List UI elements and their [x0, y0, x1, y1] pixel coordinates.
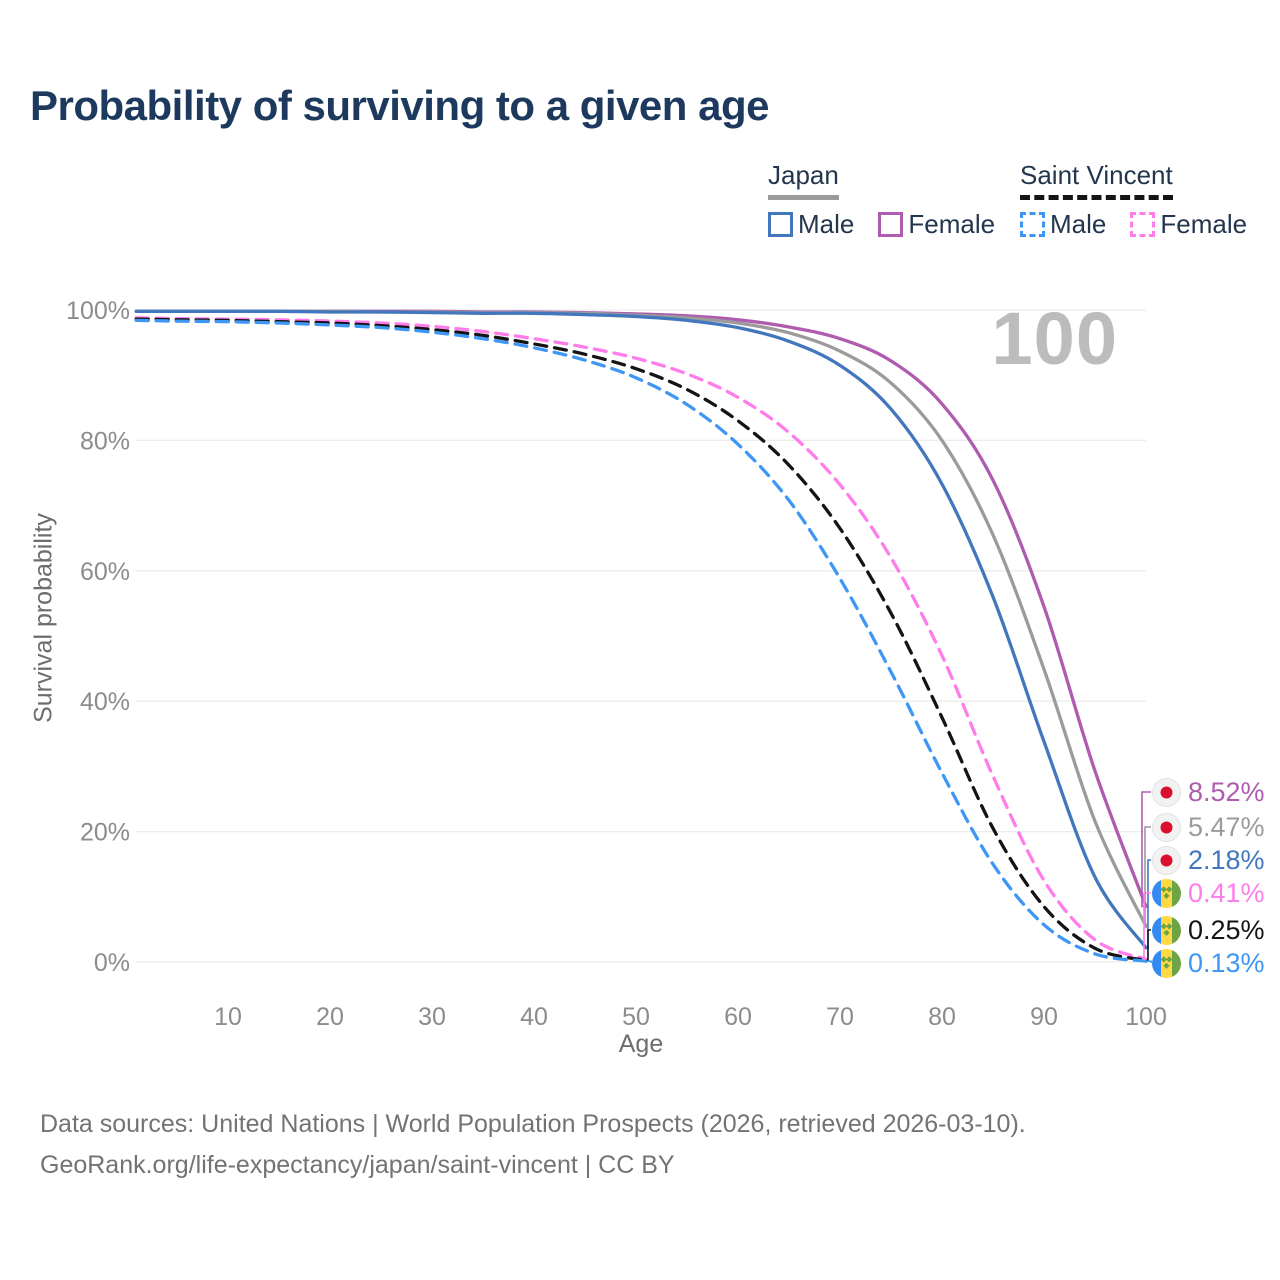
legend-label-sv-male: Male: [1050, 209, 1107, 239]
legend-item-japan-female[interactable]: Female: [878, 209, 995, 240]
japan-flag-icon: [1152, 777, 1181, 807]
legend-group-saint-vincent: Saint Vincent Male Female: [1020, 160, 1247, 240]
x-tick-70: 70: [826, 1003, 854, 1031]
x-tick-90: 90: [1030, 1003, 1058, 1031]
legend-item-japan-male[interactable]: Male: [768, 209, 854, 240]
y-tick-40%: 40%: [80, 688, 130, 716]
x-tick-60: 60: [724, 1003, 752, 1031]
end-label-connector-japan-both: [1144, 826, 1151, 928]
series-line-sv-female[interactable]: [134, 316, 1148, 961]
x-tick-40: 40: [520, 1003, 548, 1031]
legend-item-sv-female[interactable]: Female: [1130, 209, 1247, 240]
watermark-age-100: 100: [991, 297, 1118, 380]
end-value-sv-both: 0.25%: [1188, 914, 1265, 945]
legend-header-japan: Japan: [768, 160, 839, 200]
series-line-sv-male[interactable]: [134, 318, 1148, 963]
end-label-sv-female[interactable]: 0.41%: [1152, 876, 1265, 910]
series-line-sv-both[interactable]: [134, 317, 1148, 963]
x-tick-10: 10: [214, 1003, 242, 1031]
legend-item-sv-male[interactable]: Male: [1020, 209, 1106, 240]
sv-female-line-swatch-icon: [1130, 212, 1156, 237]
end-value-sv-female: 0.41%: [1188, 877, 1265, 908]
y-tick-100%: 100%: [66, 297, 130, 325]
end-label-connector-sv-female: [1143, 892, 1151, 961]
y-tick-60%: 60%: [80, 558, 130, 586]
footer: Data sources: United Nations | World Pop…: [40, 1104, 1026, 1186]
footer-data-sources: Data sources: United Nations | World Pop…: [40, 1110, 1026, 1138]
end-label-connector-sv-both: [1146, 929, 1151, 962]
end-label-japan-male[interactable]: 2.18%: [1152, 843, 1265, 877]
y-tick-80%: 80%: [80, 427, 130, 455]
end-label-sv-male[interactable]: 0.13%: [1152, 946, 1265, 980]
japan-female-line-swatch-icon: [878, 212, 904, 237]
saint-vincent-flag-icon: [1152, 948, 1181, 978]
end-value-japan-both: 5.47%: [1188, 811, 1265, 842]
sv-male-line-swatch-icon: [1020, 212, 1045, 237]
series-line-japan-female[interactable]: [134, 309, 1148, 909]
legend-header-saint-vincent: Saint Vincent: [1020, 160, 1173, 200]
x-tick-80: 80: [928, 1003, 956, 1031]
end-label-japan-both[interactable]: 5.47%: [1152, 810, 1265, 844]
end-value-japan-male: 2.18%: [1188, 844, 1265, 875]
y-axis-title: Survival probability: [29, 513, 58, 723]
x-tick-50: 50: [622, 1003, 650, 1031]
x-tick-100: 100: [1125, 1003, 1167, 1031]
japan-flag-icon: [1152, 812, 1181, 842]
end-value-japan-female: 8.52%: [1188, 776, 1265, 807]
y-tick-20%: 20%: [80, 819, 130, 847]
x-axis-title: Age: [618, 1030, 664, 1058]
footer-attribution: GeoRank.org/life-expectancy/japan/saint-…: [40, 1151, 675, 1179]
end-label-japan-female[interactable]: 8.52%: [1152, 775, 1265, 809]
japan-male-line-swatch-icon: [768, 212, 793, 237]
end-label-connector-japan-female: [1141, 791, 1151, 908]
end-label-connector-japan-male: [1146, 859, 1151, 949]
legend-label-japan-male: Male: [798, 209, 855, 239]
end-label-sv-both[interactable]: 0.25%: [1152, 913, 1265, 947]
end-value-sv-male: 0.13%: [1188, 947, 1265, 978]
legend-label-sv-female: Female: [1160, 209, 1248, 239]
page-title: Probability of surviving to a given age: [30, 82, 769, 129]
end-label-connector-sv-male: [1146, 960, 1152, 963]
y-tick-0%: 0%: [94, 949, 130, 977]
legend-label-japan-female: Female: [908, 209, 996, 239]
x-tick-20: 20: [316, 1003, 344, 1031]
japan-flag-icon: [1152, 845, 1181, 875]
x-tick-30: 30: [418, 1003, 446, 1031]
series-line-japan-male[interactable]: [134, 309, 1148, 950]
legend-group-japan: Japan Male Female: [768, 160, 995, 240]
saint-vincent-flag-icon: [1152, 878, 1181, 908]
saint-vincent-flag-icon: [1152, 915, 1181, 945]
